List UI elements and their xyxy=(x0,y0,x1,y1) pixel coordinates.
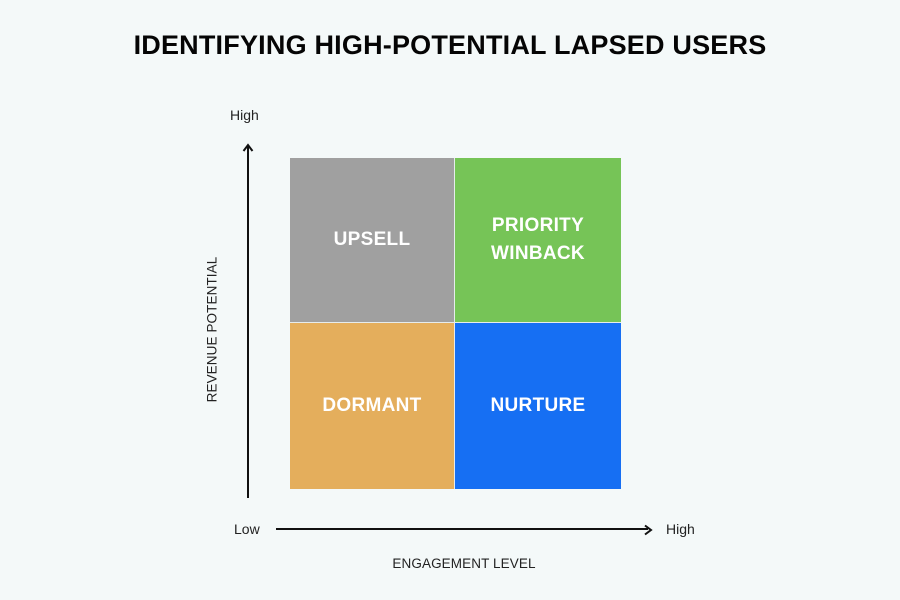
quadrant-label: NURTURE xyxy=(490,395,586,416)
quadrant-nurture: NURTURE xyxy=(455,323,621,489)
quadrant-label: UPSELL xyxy=(333,229,411,250)
quadrant-label: DORMANT xyxy=(322,395,422,416)
x-axis-low-label: Low xyxy=(234,521,260,537)
quadrant-priority-winback: PRIORITY WINBACK xyxy=(455,158,621,323)
y-axis-title: REVENUE POTENTIAL xyxy=(204,256,220,403)
y-axis-high-label: High xyxy=(230,107,259,123)
x-axis-high-label: High xyxy=(666,521,695,537)
quadrant-upsell: UPSELL xyxy=(290,158,455,323)
y-axis-line xyxy=(247,146,249,498)
x-axis-title: ENGAGEMENT LEVEL xyxy=(392,556,536,571)
quadrant-dormant: DORMANT xyxy=(290,323,455,489)
arrow-right-icon xyxy=(644,524,653,536)
diagram-title: IDENTIFYING HIGH-POTENTIAL LAPSED USERS xyxy=(133,30,767,60)
x-axis-line xyxy=(276,528,648,530)
quadrant-label: PRIORITY WINBACK xyxy=(491,215,585,264)
quadrant-matrix: UPSELL PRIORITY WINBACK DORMANT NURTURE xyxy=(290,158,621,489)
arrow-up-icon xyxy=(242,143,254,152)
